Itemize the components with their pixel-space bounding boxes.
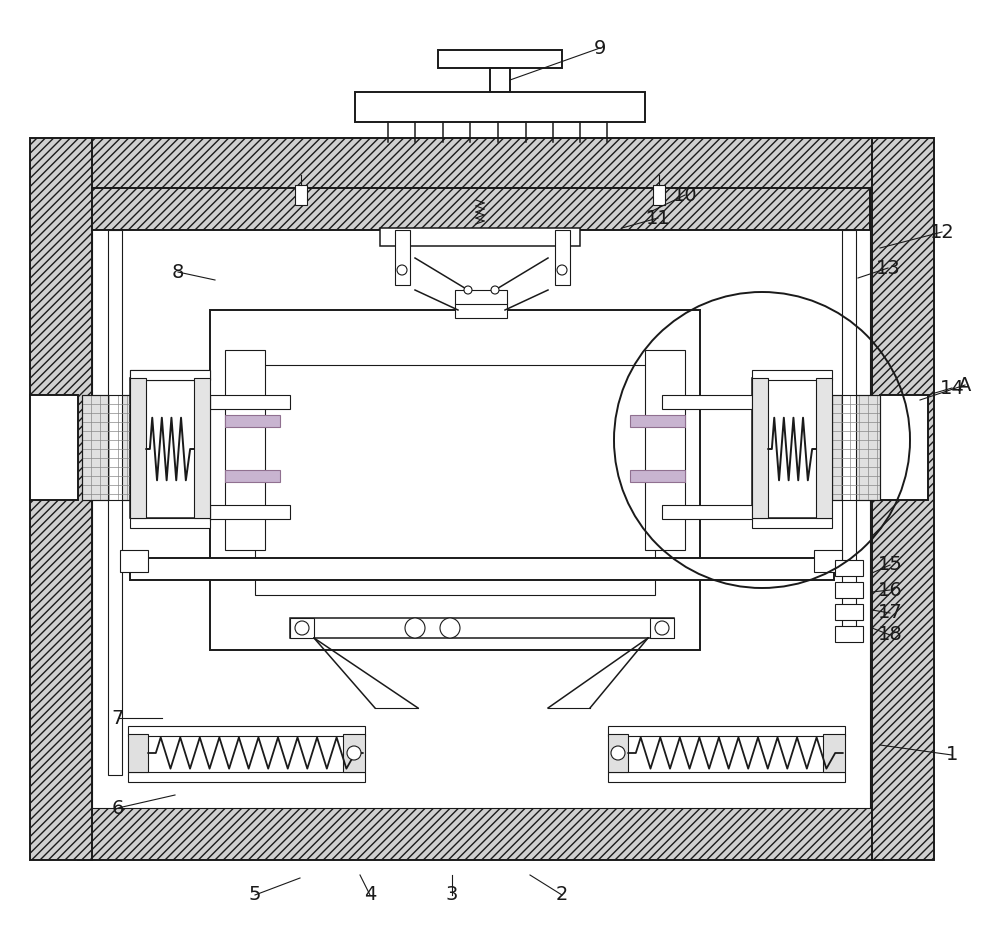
Circle shape: [464, 286, 472, 294]
Bar: [210, 505, 290, 519]
Bar: [128, 726, 365, 736]
Bar: [555, 230, 570, 285]
Text: A: A: [958, 375, 972, 395]
Bar: [225, 350, 265, 550]
Bar: [30, 395, 78, 500]
Text: 4: 4: [364, 885, 376, 904]
Bar: [816, 378, 832, 518]
Bar: [832, 395, 880, 500]
Text: 11: 11: [646, 208, 670, 228]
Text: 18: 18: [878, 626, 902, 644]
Bar: [290, 618, 674, 638]
Text: 9: 9: [594, 38, 606, 57]
Circle shape: [347, 746, 361, 760]
Bar: [82, 395, 130, 500]
Bar: [130, 378, 210, 518]
Text: 15: 15: [878, 555, 902, 574]
Bar: [630, 470, 685, 482]
Bar: [662, 395, 752, 409]
Bar: [130, 370, 210, 380]
Bar: [355, 92, 645, 122]
Text: 13: 13: [876, 259, 900, 278]
Text: 3: 3: [446, 885, 458, 904]
Bar: [650, 618, 674, 638]
Bar: [380, 228, 580, 246]
Bar: [662, 505, 752, 519]
Text: 16: 16: [878, 581, 902, 599]
Circle shape: [655, 621, 669, 635]
Bar: [608, 734, 628, 772]
Bar: [880, 395, 928, 500]
Text: 10: 10: [673, 186, 697, 204]
Bar: [752, 370, 832, 380]
Bar: [645, 350, 685, 550]
Bar: [752, 378, 832, 518]
Text: 2: 2: [556, 885, 568, 904]
Bar: [128, 734, 148, 772]
Bar: [92, 190, 870, 808]
Bar: [82, 395, 130, 500]
Bar: [835, 604, 863, 620]
Bar: [872, 138, 934, 860]
Bar: [295, 185, 307, 205]
Text: 5: 5: [249, 885, 261, 904]
Bar: [835, 582, 863, 598]
Bar: [120, 550, 148, 572]
Bar: [92, 188, 870, 230]
Bar: [752, 518, 832, 528]
Text: 8: 8: [172, 263, 184, 281]
Bar: [490, 68, 510, 92]
Bar: [30, 138, 92, 860]
Text: 1: 1: [946, 746, 958, 764]
Bar: [343, 734, 365, 772]
Bar: [630, 415, 685, 427]
Bar: [832, 395, 880, 500]
Bar: [225, 415, 280, 427]
Bar: [255, 365, 655, 595]
Bar: [210, 310, 700, 650]
Circle shape: [557, 265, 567, 275]
Bar: [108, 230, 122, 775]
Bar: [608, 772, 845, 782]
Bar: [128, 772, 365, 782]
Circle shape: [611, 746, 625, 760]
Circle shape: [397, 265, 407, 275]
Text: 12: 12: [930, 222, 954, 241]
Bar: [395, 230, 410, 285]
Bar: [814, 550, 842, 572]
Bar: [130, 558, 834, 580]
Bar: [130, 370, 210, 380]
Bar: [835, 560, 863, 576]
Text: 6: 6: [112, 798, 124, 818]
Circle shape: [295, 621, 309, 635]
Bar: [194, 378, 210, 518]
Circle shape: [491, 286, 499, 294]
Bar: [225, 470, 280, 482]
Bar: [752, 378, 768, 518]
Bar: [78, 138, 882, 190]
Bar: [455, 290, 507, 304]
Circle shape: [440, 618, 460, 638]
Circle shape: [405, 618, 425, 638]
Bar: [290, 618, 314, 638]
Bar: [842, 230, 856, 630]
Bar: [455, 303, 507, 318]
Bar: [438, 50, 562, 68]
Bar: [130, 378, 146, 518]
Text: 7: 7: [112, 708, 124, 728]
Bar: [608, 726, 845, 736]
Bar: [653, 185, 665, 205]
Bar: [210, 395, 290, 409]
Text: 17: 17: [878, 603, 902, 623]
Bar: [130, 518, 210, 528]
Text: 14: 14: [940, 379, 964, 398]
Bar: [78, 808, 882, 860]
Bar: [835, 626, 863, 642]
Bar: [823, 734, 845, 772]
